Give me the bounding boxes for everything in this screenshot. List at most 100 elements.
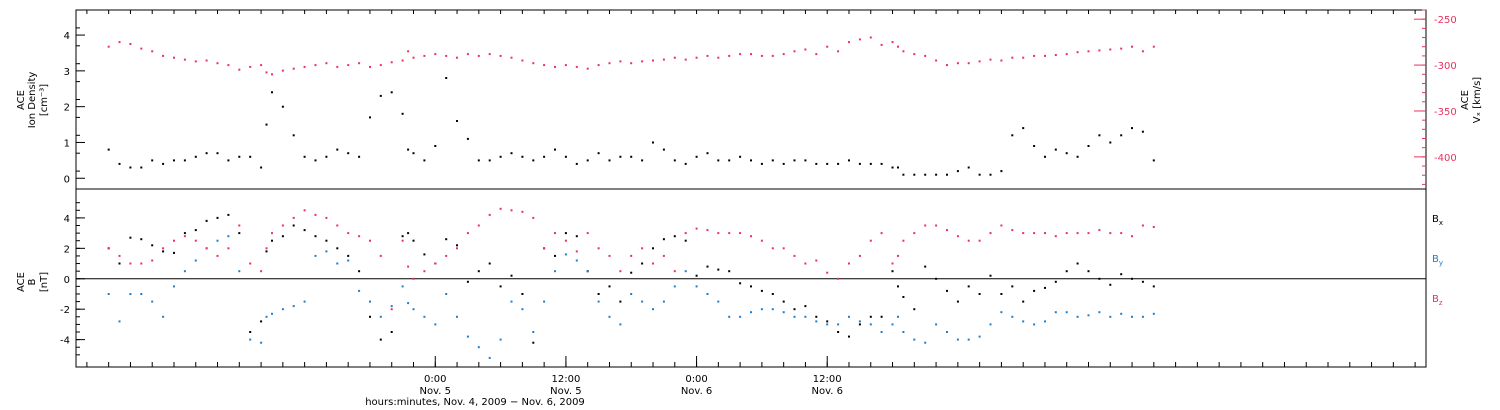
bx-point xyxy=(265,250,268,253)
density-point xyxy=(597,152,600,155)
density-point xyxy=(129,166,132,169)
bottom-legend: Bx By Bz xyxy=(1432,214,1443,307)
vx-point xyxy=(401,59,404,62)
bx-point xyxy=(619,300,622,303)
bz-point xyxy=(265,247,268,250)
density-point xyxy=(216,152,219,155)
bx-point xyxy=(782,300,785,303)
vx-point xyxy=(183,58,186,61)
bx-point xyxy=(575,235,578,238)
bx-point xyxy=(902,296,905,298)
density-point xyxy=(989,173,992,176)
bx-point xyxy=(129,236,132,239)
by-point xyxy=(956,338,959,341)
vx-point xyxy=(586,67,589,70)
density-point xyxy=(401,112,404,115)
bx-point xyxy=(684,239,687,242)
bz-point xyxy=(760,239,763,242)
density-point xyxy=(891,166,894,169)
by-point xyxy=(728,315,731,318)
vx-point xyxy=(597,64,600,67)
bottom-ytick-label: 4 xyxy=(64,214,70,225)
bx-point xyxy=(347,254,350,257)
by-point xyxy=(271,312,273,315)
bx-point xyxy=(271,239,273,242)
by-point xyxy=(946,331,948,333)
bz-point xyxy=(173,239,175,242)
top-ytick-label: 1 xyxy=(64,138,70,149)
bz-point xyxy=(1000,224,1003,227)
vx-point xyxy=(897,45,899,48)
density-point xyxy=(1054,148,1057,151)
bz-point xyxy=(641,247,644,250)
vx-point xyxy=(1000,59,1003,62)
xtick-label: 12:00 xyxy=(813,374,842,385)
bz-point xyxy=(869,239,872,242)
bz-point xyxy=(1022,232,1025,235)
bz-point xyxy=(619,270,622,273)
by-point xyxy=(314,254,317,257)
vx-point xyxy=(532,62,535,65)
vx-point xyxy=(265,71,268,74)
by-point xyxy=(750,311,752,314)
density-point xyxy=(488,159,491,162)
vx-point xyxy=(347,64,350,67)
vx-point xyxy=(238,68,241,71)
vx-point xyxy=(423,54,426,57)
density-point xyxy=(619,155,622,158)
bx-point xyxy=(793,308,796,311)
bz-point xyxy=(1044,232,1046,235)
density-point xyxy=(837,162,840,165)
vx-point xyxy=(194,60,197,63)
bz-point xyxy=(913,232,916,235)
bx-point xyxy=(848,335,850,338)
density-point xyxy=(717,159,720,162)
vx-point xyxy=(325,62,328,65)
by-point xyxy=(390,305,393,308)
bz-point xyxy=(543,247,546,250)
density-point xyxy=(662,148,665,151)
density-point xyxy=(1109,141,1112,144)
density-point xyxy=(554,148,556,151)
bx-point xyxy=(956,300,959,303)
by-point xyxy=(369,300,371,303)
bx-point xyxy=(456,244,458,247)
bottom-ylabel-line-2: B xyxy=(27,278,38,285)
bz-point xyxy=(1098,229,1101,232)
vx-point xyxy=(554,65,556,68)
bx-point xyxy=(815,315,818,318)
density-point xyxy=(804,159,807,162)
vx-point xyxy=(641,60,644,63)
bz-point xyxy=(815,259,818,262)
vx-point xyxy=(216,62,219,65)
vx-point xyxy=(913,53,916,56)
bx-point xyxy=(913,308,916,311)
density-point xyxy=(227,159,230,162)
bottom-ylabel-line-3: [nT] xyxy=(39,272,50,292)
density-point xyxy=(630,155,633,158)
by-point xyxy=(325,250,328,253)
bz-point xyxy=(564,239,567,242)
bx-point xyxy=(162,250,165,253)
bz-point xyxy=(1054,235,1057,238)
by-point xyxy=(1000,311,1003,314)
density-point xyxy=(1022,127,1025,130)
by-point xyxy=(619,323,622,326)
vx-point xyxy=(1022,56,1025,59)
by-point xyxy=(858,320,861,323)
by-point xyxy=(684,270,687,273)
top-right-axis: -250 -300 -350 -400 xyxy=(1414,9,1457,185)
density-point xyxy=(412,152,415,155)
by-point xyxy=(336,262,339,265)
by-point xyxy=(935,323,938,326)
density-point xyxy=(902,173,905,176)
top-ytick-label: 3 xyxy=(64,67,70,78)
bz-point xyxy=(597,247,600,250)
by-point xyxy=(897,315,899,318)
bz-point xyxy=(271,232,273,235)
vx-point xyxy=(303,65,306,68)
bx-point xyxy=(1054,280,1057,283)
density-point xyxy=(173,159,175,162)
bz-point xyxy=(1033,232,1036,235)
